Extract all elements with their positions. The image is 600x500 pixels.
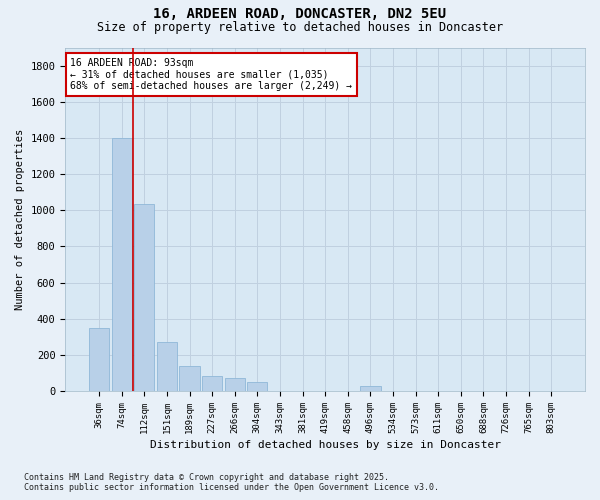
Bar [89,328,109,391]
X-axis label: Distribution of detached houses by size in Doncaster: Distribution of detached houses by size … [149,440,500,450]
Bar [202,376,222,391]
Text: 16 ARDEEN ROAD: 93sqm
← 31% of detached houses are smaller (1,035)
68% of semi-d: 16 ARDEEN ROAD: 93sqm ← 31% of detached … [70,58,352,91]
Bar [224,378,245,391]
Text: Size of property relative to detached houses in Doncaster: Size of property relative to detached ho… [97,21,503,34]
Text: 16, ARDEEN ROAD, DONCASTER, DN2 5EU: 16, ARDEEN ROAD, DONCASTER, DN2 5EU [154,8,446,22]
Bar [360,386,380,391]
Y-axis label: Number of detached properties: Number of detached properties [15,128,25,310]
Text: Contains HM Land Registry data © Crown copyright and database right 2025.
Contai: Contains HM Land Registry data © Crown c… [24,473,439,492]
Bar [247,382,268,391]
Bar [157,342,177,391]
Bar [112,138,132,391]
Bar [134,204,154,391]
Bar [179,366,200,391]
